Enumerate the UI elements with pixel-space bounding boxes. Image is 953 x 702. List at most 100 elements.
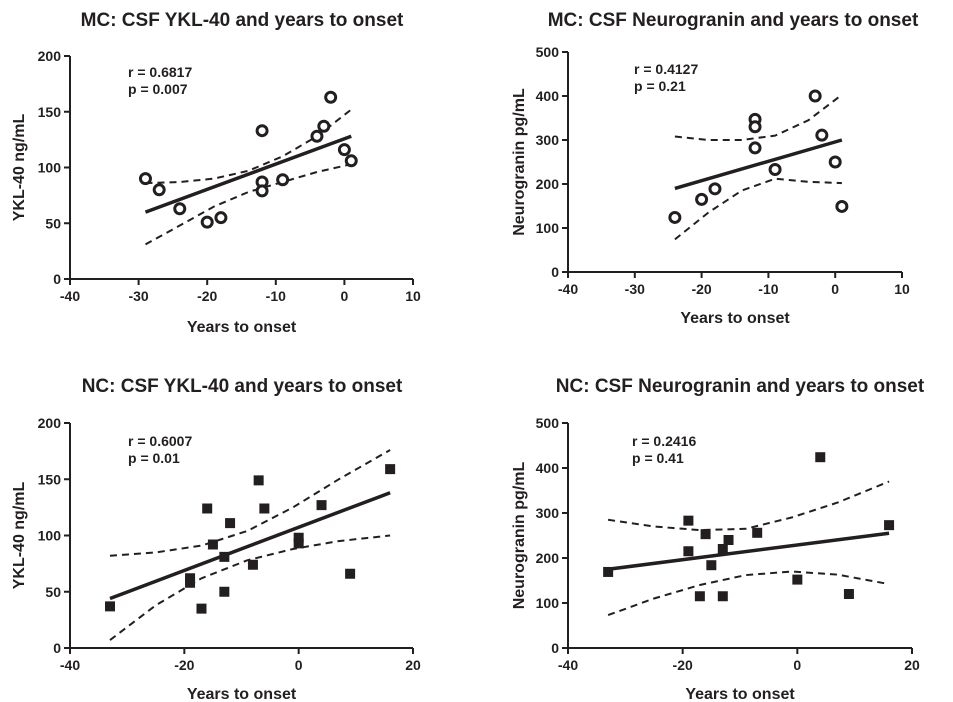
x-tick-label: -20 <box>691 281 711 297</box>
x-tick-label: -10 <box>758 281 778 297</box>
data-point <box>683 546 694 557</box>
y-tick-label: 50 <box>45 215 61 231</box>
x-tick-label: -10 <box>266 288 286 304</box>
data-point <box>225 518 236 529</box>
data-point <box>173 202 187 216</box>
chart-title: MC: CSF YKL-40 and years to onset <box>81 10 404 31</box>
data-point <box>717 591 728 602</box>
data-point <box>835 199 849 213</box>
y-tick-label: 500 <box>536 44 560 60</box>
y-tick-label: 0 <box>551 640 559 656</box>
ci-upper-line <box>607 480 890 532</box>
x-axis-label: Years to onset <box>685 686 795 702</box>
x-axis-label: Years to onset <box>187 319 297 336</box>
data-point <box>316 500 327 511</box>
data-point <box>345 568 356 579</box>
panel-4: NC: CSF Neurogranin and years to onset 0 1… <box>511 376 925 702</box>
x-tick-label: 10 <box>894 281 910 297</box>
y-tick-label: 300 <box>536 505 560 521</box>
y-tick-label: 100 <box>38 160 62 176</box>
p-value: p = 0.21 <box>634 78 686 94</box>
data-point <box>748 120 762 134</box>
data-point <box>748 141 762 155</box>
chart-title: MC: CSF Neurogranin and years to onset <box>548 10 919 31</box>
y-tick-label: 200 <box>38 415 62 431</box>
p-value: p = 0.01 <box>128 450 180 466</box>
y-tick-label: 300 <box>536 132 560 148</box>
p-value: p = 0.007 <box>128 81 188 97</box>
data-point <box>276 173 290 187</box>
data-point <box>324 90 338 104</box>
data-point <box>884 520 895 531</box>
data-point <box>668 210 682 224</box>
y-tick-label: 50 <box>45 584 61 600</box>
x-tick-label: 0 <box>793 657 801 673</box>
x-tick-label: -20 <box>673 657 693 673</box>
y-tick-label: 100 <box>536 220 560 236</box>
data-point <box>603 566 614 577</box>
ci-upper-line <box>109 449 391 557</box>
ci-lower-line <box>607 570 890 617</box>
data-point <box>255 184 269 198</box>
panel-2: MC: CSF Neurogranin and years to onset 0 1… <box>511 10 919 327</box>
x-tick-label: -20 <box>197 288 217 304</box>
data-point <box>207 539 218 550</box>
y-tick-label: 0 <box>53 271 61 287</box>
y-tick-label: 200 <box>536 176 560 192</box>
data-point <box>695 192 709 206</box>
data-point <box>792 574 803 585</box>
y-tick-label: 200 <box>38 48 62 64</box>
r-value: r = 0.6817 <box>128 64 192 80</box>
data-point <box>683 515 694 526</box>
data-point <box>253 475 264 486</box>
x-tick-label: -20 <box>174 657 194 673</box>
data-point <box>815 452 826 463</box>
y-axis-label: YKL-40 ng/mL <box>11 113 28 221</box>
data-point <box>385 464 396 475</box>
data-point <box>723 535 734 545</box>
panel-3: NC: CSF YKL-40 and years to onset 0 50 100 1… <box>11 376 421 702</box>
data-point <box>255 124 269 138</box>
x-tick-label: -40 <box>60 288 80 304</box>
r-value: r = 0.4127 <box>634 61 698 77</box>
y-tick-label: 0 <box>551 264 559 280</box>
data-point <box>214 211 228 225</box>
data-point <box>138 172 152 186</box>
panel-1: MC: CSF YKL-40 and years to onset0501001… <box>11 10 421 336</box>
data-point <box>808 89 822 103</box>
data-point <box>105 601 116 612</box>
chart-title: NC: CSF YKL-40 and years to onset <box>82 376 403 397</box>
data-point <box>694 591 705 602</box>
data-point <box>708 182 722 196</box>
x-tick-label: 20 <box>904 657 920 673</box>
data-point <box>344 154 358 168</box>
data-point <box>843 589 854 599</box>
data-point <box>768 162 782 176</box>
data-point <box>337 143 351 157</box>
data-point <box>247 559 258 570</box>
regression-line <box>144 134 352 214</box>
y-axis-label: Neurogranin pg/mL <box>511 88 528 236</box>
data-point <box>293 532 304 543</box>
y-tick-label: 400 <box>536 88 560 104</box>
data-point <box>717 544 728 554</box>
ci-lower-line <box>674 177 842 241</box>
data-point <box>219 551 230 562</box>
regression-line <box>109 491 391 601</box>
data-point <box>293 538 304 549</box>
regression-line <box>607 531 890 571</box>
y-tick-label: 100 <box>536 595 560 611</box>
y-axis-label: Neurogranin pg/mL <box>511 462 528 610</box>
x-tick-label: 0 <box>295 657 303 673</box>
data-point <box>259 503 270 514</box>
y-tick-label: 200 <box>536 550 560 566</box>
x-tick-label: -40 <box>558 657 578 673</box>
y-tick-label: 0 <box>53 640 61 656</box>
x-tick-label: 20 <box>405 657 421 673</box>
regression-line <box>674 138 843 191</box>
x-axis-label: Years to onset <box>187 686 297 702</box>
y-axis-label: YKL-40 ng/mL <box>11 481 28 589</box>
r-value: r = 0.2416 <box>632 433 696 449</box>
y-tick-label: 100 <box>38 528 62 544</box>
x-tick-label: -30 <box>128 288 148 304</box>
